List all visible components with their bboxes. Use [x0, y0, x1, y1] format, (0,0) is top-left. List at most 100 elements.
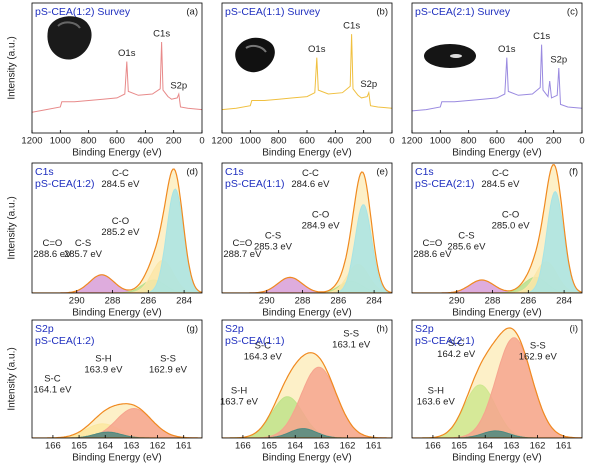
- inset-photo: [235, 37, 275, 73]
- plot: [412, 327, 582, 438]
- envelope-line: [412, 163, 582, 293]
- x-tick-label: 161: [366, 441, 382, 452]
- x-tick-label: 288: [105, 296, 121, 307]
- plot: [222, 352, 392, 438]
- x-tick-label: 165: [71, 441, 87, 452]
- panel-title: pS-CEA(1:1) Survey: [225, 6, 321, 18]
- component-label: 284.9 eV: [302, 221, 341, 232]
- fit-component: [32, 188, 202, 293]
- component-name: S-S: [530, 340, 546, 351]
- plot-frame: [221, 162, 393, 294]
- spectrum-line: [32, 41, 202, 113]
- x-tick-label: 162: [340, 441, 356, 452]
- peak-annotation: O1s: [498, 44, 516, 55]
- x-tick-label: 400: [517, 136, 533, 147]
- peak-annotation: O1s: [308, 44, 326, 55]
- plot-frame: [31, 2, 203, 134]
- peak-annotation: C1s: [343, 21, 360, 32]
- panel-letter: (b): [376, 7, 388, 18]
- panel-title: S2p: [225, 323, 244, 335]
- fit-component: [222, 204, 392, 293]
- x-axis-label: Binding Energy (eV): [452, 148, 542, 159]
- x-tick-label: 290: [449, 296, 465, 307]
- panel-subtitle: pS-CEA(1:2): [35, 335, 95, 347]
- component-label: 288.6 eV: [33, 249, 72, 260]
- x-tick-label: 1200: [21, 136, 42, 147]
- component-name: C-C: [492, 168, 509, 179]
- component-label: 284.6 eV: [291, 179, 330, 190]
- plot-frame: [221, 2, 393, 134]
- component-name: C-S: [265, 230, 281, 241]
- panel-letter: (e): [376, 167, 388, 178]
- x-tick-label: 163: [313, 441, 329, 452]
- component-label: 163.6 eV: [417, 396, 456, 407]
- x-tick-label: 400: [327, 136, 343, 147]
- panel-letter: (c): [567, 7, 578, 18]
- x-axis-label: Binding Energy (eV): [72, 308, 162, 319]
- panel-subtitle: pS-CEA(1:1): [225, 178, 285, 190]
- component-name: C-C: [302, 168, 319, 179]
- envelope-line: [32, 403, 202, 438]
- fit-component: [412, 190, 582, 293]
- x-tick-label: 600: [489, 136, 505, 147]
- x-tick-label: 161: [556, 441, 572, 452]
- x-tick-label: 200: [546, 136, 562, 147]
- panel-subtitle: pS-CEA(2:1): [415, 178, 475, 190]
- panel-subtitle: pS-CEA(2:1): [415, 335, 475, 347]
- plot: [412, 44, 582, 112]
- plot: [222, 34, 392, 111]
- plot: [412, 163, 582, 293]
- x-tick-label: 0: [389, 136, 394, 147]
- y-axis-label: Intensity (a.u.): [7, 347, 18, 410]
- plot-frame: [411, 319, 583, 439]
- x-tick-label: 400: [137, 136, 153, 147]
- x-tick-label: 288: [295, 296, 311, 307]
- x-tick-label: 164: [97, 441, 113, 452]
- spectrum-line: [222, 34, 392, 111]
- y-axis-label: Intensity (a.u.): [7, 196, 18, 259]
- plot: [32, 403, 202, 438]
- panel-title: pS-CEA(2:1) Survey: [415, 6, 511, 18]
- component-label: 163.7 eV: [220, 396, 259, 407]
- component-label: 285.0 eV: [492, 221, 531, 232]
- component-label: 285.6 eV: [447, 241, 486, 252]
- x-axis-label: Binding Energy (eV): [262, 148, 352, 159]
- fit-component: [32, 431, 202, 438]
- peak-annotation: S2p: [360, 79, 377, 90]
- component-name: C=O: [42, 238, 62, 249]
- x-tick-label: 164: [287, 441, 303, 452]
- panel-letter: (h): [376, 324, 388, 335]
- fit-component: [222, 428, 392, 438]
- x-tick-label: 166: [235, 441, 251, 452]
- x-tick-label: 290: [259, 296, 275, 307]
- component-name: S-C: [448, 338, 465, 349]
- component-label: 288.7 eV: [223, 249, 262, 260]
- component-label: 164.1 eV: [33, 385, 72, 396]
- component-label: 285.7 eV: [64, 249, 103, 260]
- panel-letter: (a): [186, 7, 198, 18]
- panel-title: C1s: [225, 166, 244, 178]
- panel-subtitle: pS-CEA(1:2): [35, 178, 95, 190]
- x-tick-label: 288: [485, 296, 501, 307]
- panel-letter: (f): [569, 167, 578, 178]
- peak-annotation: C1s: [153, 29, 170, 40]
- x-tick-label: 286: [330, 296, 346, 307]
- component-name: C-O: [112, 216, 129, 227]
- component-label: 288.6 eV: [413, 249, 452, 260]
- x-tick-label: 161: [176, 441, 192, 452]
- panel-title: S2p: [35, 323, 54, 335]
- x-tick-label: 165: [451, 441, 467, 452]
- component-label: 162.9 eV: [149, 364, 188, 375]
- x-tick-label: 163: [503, 441, 519, 452]
- component-label: 284.5 eV: [101, 179, 140, 190]
- component-label: 163.1 eV: [332, 340, 371, 351]
- x-tick-label: 600: [109, 136, 125, 147]
- x-tick-label: 166: [425, 441, 441, 452]
- x-tick-label: 165: [261, 441, 277, 452]
- component-name: C-C: [112, 168, 129, 179]
- panel-title: C1s: [415, 166, 434, 178]
- envelope-line: [412, 327, 582, 438]
- x-tick-label: 163: [123, 441, 139, 452]
- x-axis-label: Binding Energy (eV): [72, 148, 162, 159]
